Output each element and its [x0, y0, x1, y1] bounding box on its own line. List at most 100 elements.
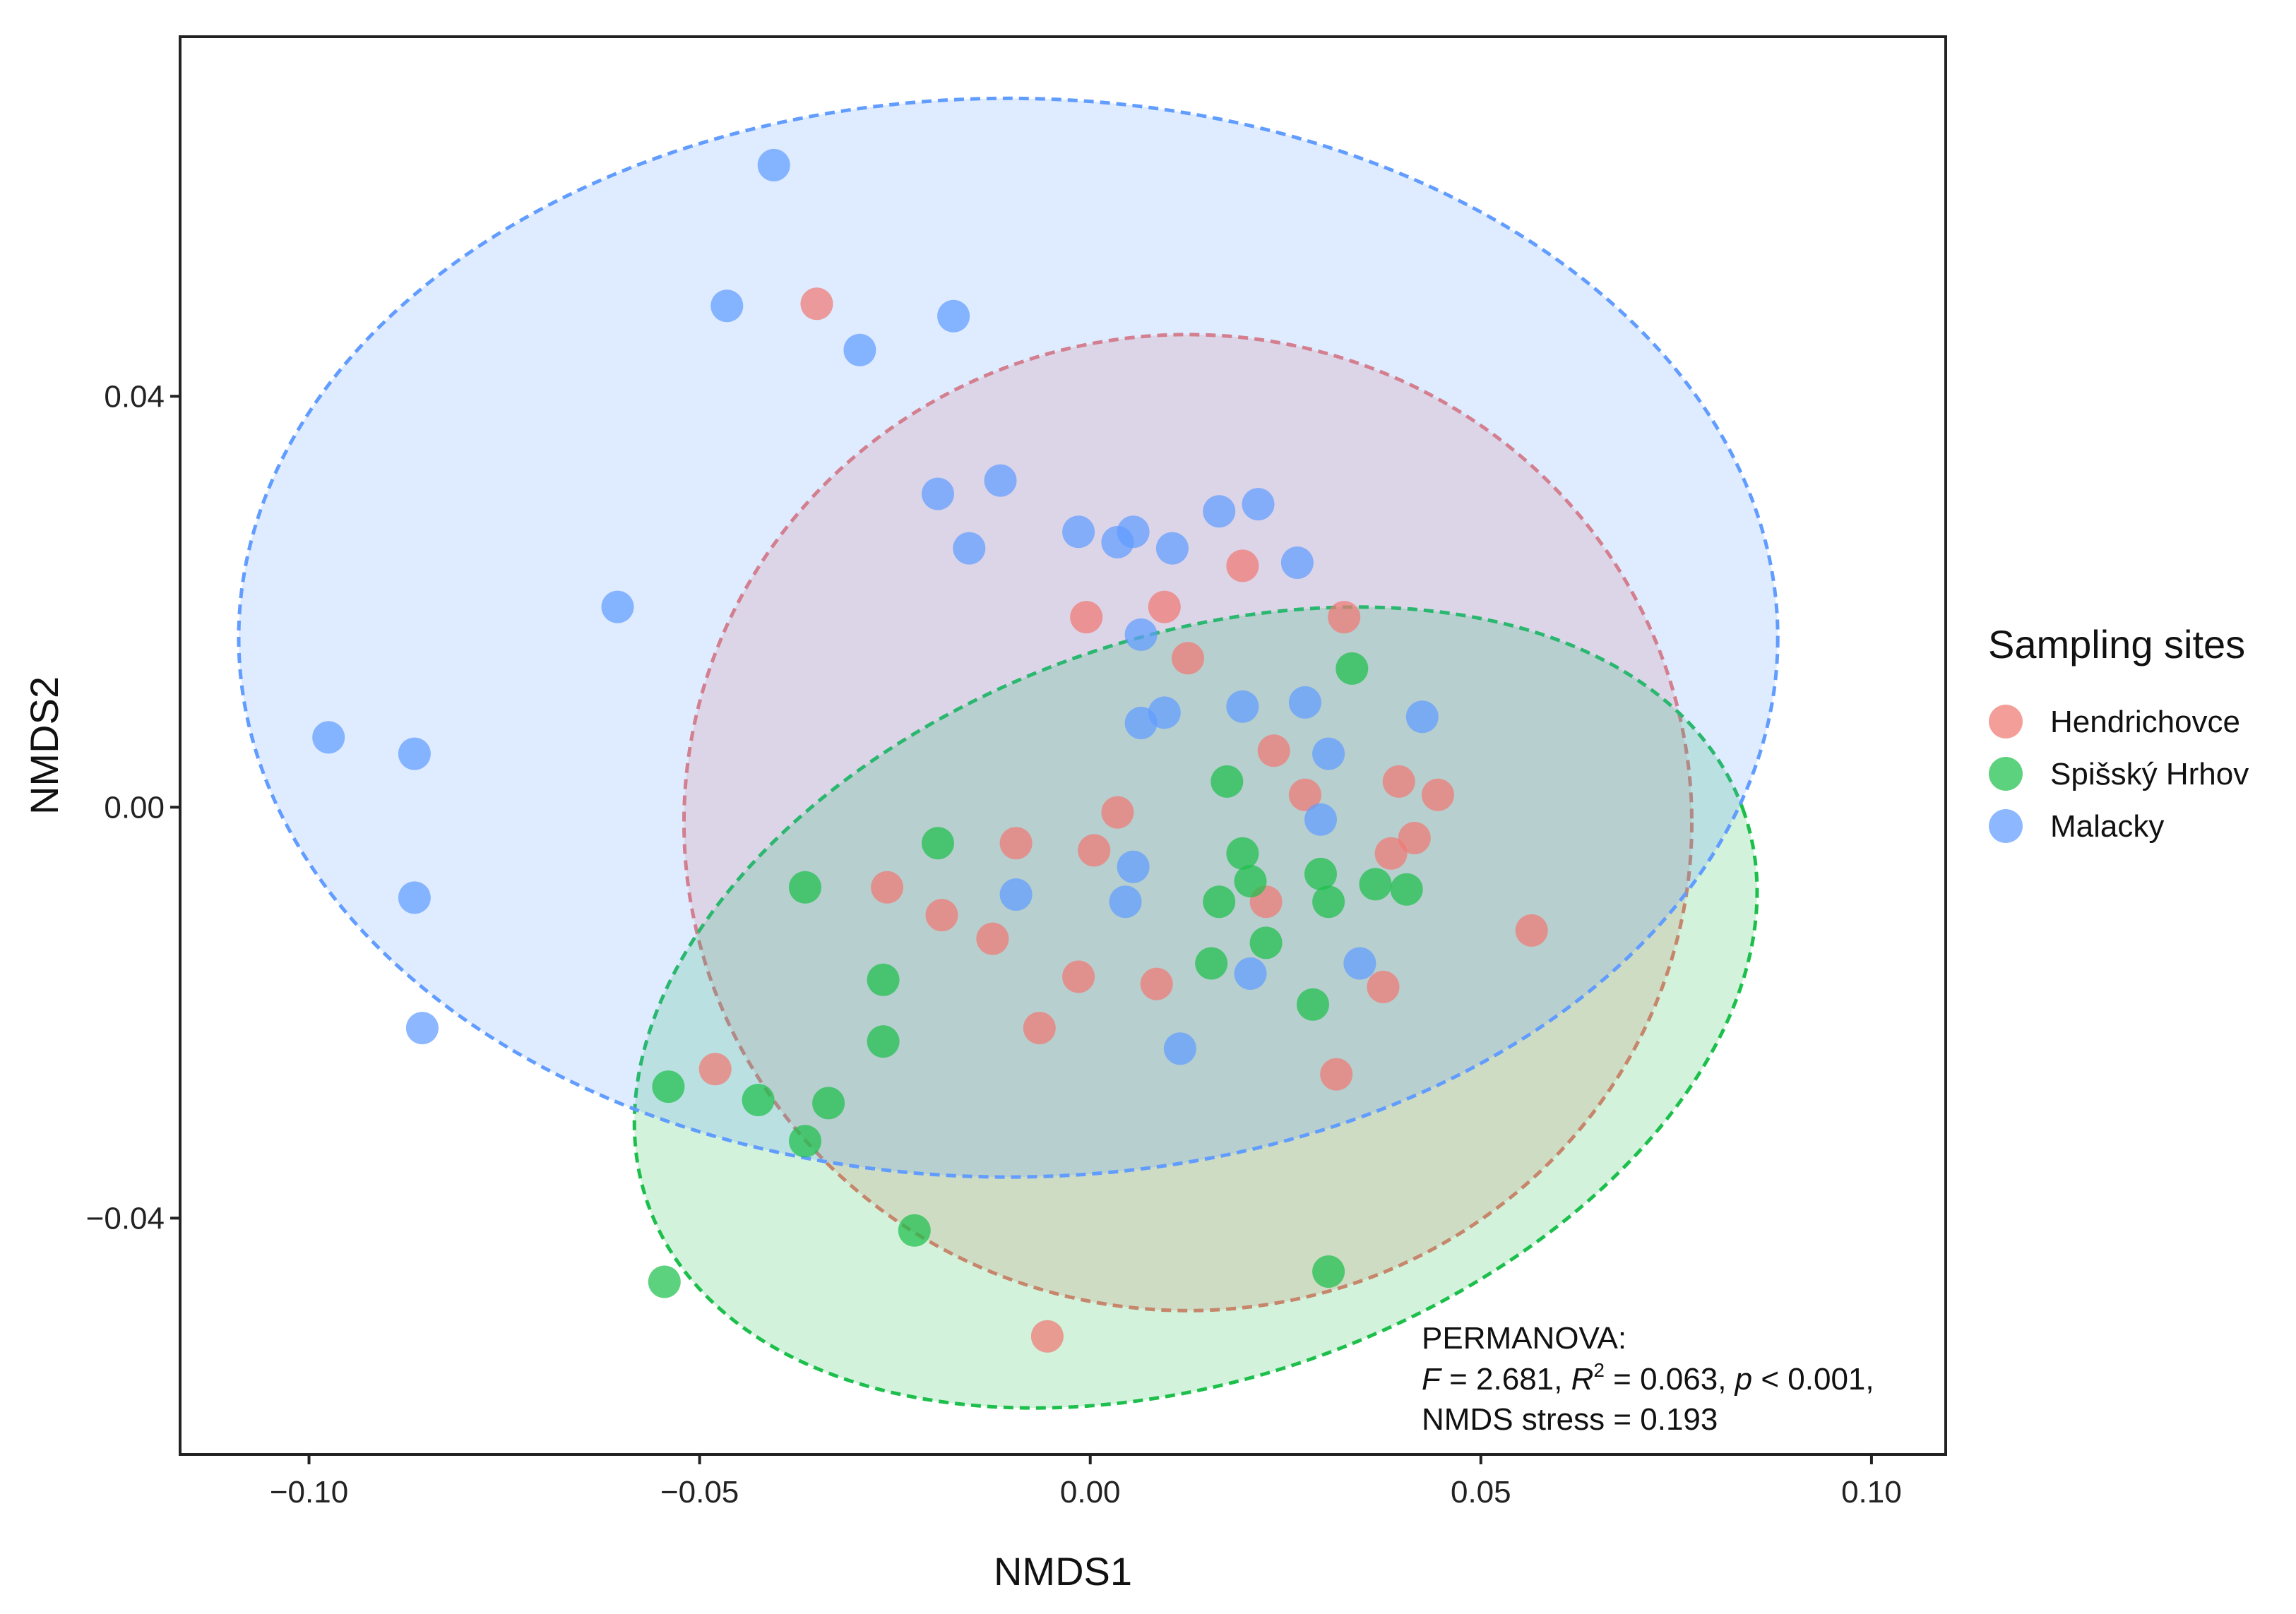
point-hendrichovce-15: [1140, 967, 1173, 1000]
point-malacky-26: [1109, 885, 1142, 919]
point-malacky-21: [1405, 700, 1439, 734]
point-spissky-hrhov-14: [867, 963, 900, 996]
point-hendrichovce-20: [1382, 765, 1415, 798]
annotation-line-2: F = 2.681, R2 = 0.063, p < 0.001,: [1422, 1359, 1874, 1397]
annotation-permanova: PERMANOVA: F = 2.681, R2 = 0.063, p < 0.…: [1422, 1321, 1874, 1437]
point-hendrichovce-8: [1101, 796, 1134, 829]
point-hendrichovce-16: [1023, 1012, 1056, 1045]
point-malacky-2: [710, 289, 744, 323]
point-malacky-22: [1312, 737, 1345, 770]
point-hendrichovce-25: [1320, 1058, 1353, 1091]
point-malacky-12: [1203, 495, 1236, 528]
point-hendrichovce-10: [999, 827, 1033, 860]
point-hendrichovce-9: [1078, 834, 1111, 867]
point-spissky-hrhov-9: [1359, 868, 1392, 901]
point-malacky-20: [1288, 686, 1321, 719]
point-spissky-hrhov-21: [898, 1214, 931, 1247]
point-malacky-13: [1242, 488, 1275, 521]
x-axis-title: NMDS1: [994, 1549, 1132, 1594]
annotation-line-3: NMDS stress = 0.193: [1422, 1402, 1718, 1437]
point-malacky-10: [1117, 515, 1150, 549]
point-hendrichovce-4: [1226, 549, 1259, 582]
point-malacky-1: [757, 148, 790, 181]
legend-label-spissky-hrhov: Spišský Hrhov: [2050, 757, 2249, 791]
legend-label-malacky: Malacky: [2050, 809, 2164, 844]
x-tick-label: −0.10: [270, 1475, 348, 1510]
ellipse-layer: [237, 96, 1780, 1410]
point-spissky-hrhov-23: [648, 1265, 681, 1298]
points-layer: [312, 148, 1548, 1353]
point-spissky-hrhov-8: [1312, 885, 1345, 919]
legend-key-hendrichovce: [1989, 705, 2023, 739]
point-hendrichovce-21: [1422, 778, 1454, 811]
point-hendrichovce-14: [1062, 960, 1095, 993]
r-superscript: 2: [1593, 1359, 1605, 1381]
point-malacky-31: [1234, 957, 1267, 990]
point-spissky-hrhov-4: [789, 871, 821, 904]
y-axis-title: NMDS2: [22, 676, 66, 815]
point-spissky-hrhov-10: [1390, 873, 1423, 906]
point-malacky-5: [922, 477, 954, 510]
point-spissky-hrhov-18: [742, 1084, 775, 1116]
ellipse-spissky-hrhov: [632, 605, 1759, 1410]
point-spissky-hrhov-11: [1203, 885, 1236, 919]
point-malacky-19: [1226, 690, 1259, 723]
x-axis: −0.10 −0.05 0.00 0.05 0.10: [270, 1454, 1902, 1510]
y-tick-label: 0.04: [104, 379, 165, 414]
plot-background: [180, 37, 1946, 1454]
point-hendrichovce-2: [1070, 601, 1103, 634]
point-spissky-hrhov-5: [1226, 837, 1259, 870]
p-value: < 0.001,: [1752, 1362, 1874, 1397]
point-spissky-hrhov-6: [1234, 865, 1267, 898]
point-malacky-11: [1155, 532, 1189, 565]
point-malacky-18: [1124, 707, 1158, 739]
x-tick-label: 0.05: [1451, 1475, 1511, 1510]
legend-title: Sampling sites: [1988, 622, 2245, 666]
point-malacky-16: [601, 590, 634, 623]
f-symbol: F: [1422, 1362, 1442, 1397]
point-hendrichovce-13: [976, 922, 1009, 955]
plot-border: [179, 35, 1947, 1456]
point-malacky-24: [1117, 850, 1150, 883]
point-hendrichovce-23: [1374, 837, 1408, 870]
point-malacky-33: [1163, 1032, 1196, 1065]
legend: Sampling sites Hendrichovce Spišský Hrhov…: [1988, 622, 2249, 844]
point-malacky-30: [405, 1012, 439, 1045]
point-spissky-hrhov-17: [652, 1070, 685, 1104]
r-symbol: R: [1571, 1362, 1594, 1397]
point-hendrichovce-27: [1030, 1320, 1064, 1353]
point-malacky-32: [1343, 947, 1376, 980]
point-malacky-15: [1124, 618, 1158, 651]
point-hendrichovce-3: [1148, 590, 1181, 623]
legend-label-hendrichovce: Hendrichovce: [2050, 705, 2240, 739]
y-axis: −0.04 0.00 0.04: [86, 379, 180, 1236]
point-spissky-hrhov-1: [1336, 652, 1369, 685]
ellipse-malacky: [237, 96, 1780, 1179]
ellipse-hendrichovce: [682, 333, 1694, 1313]
point-spissky-hrhov-13: [1195, 947, 1228, 980]
point-spissky-hrhov-12: [1249, 926, 1283, 960]
point-malacky-7: [953, 532, 986, 565]
x-tick-label: 0.00: [1060, 1475, 1121, 1510]
point-spissky-hrhov-7: [1304, 857, 1337, 890]
x-tick-label: 0.10: [1841, 1475, 1902, 1510]
point-hendrichovce-22: [1398, 822, 1431, 854]
point-hendrichovce-24: [1367, 970, 1400, 1003]
point-malacky-27: [312, 721, 345, 754]
legend-key-malacky: [1989, 809, 2023, 843]
point-hendrichovce-7: [1257, 734, 1290, 767]
p-symbol: p: [1734, 1362, 1752, 1397]
point-malacky-23: [1304, 803, 1337, 836]
point-malacky-3: [937, 299, 970, 333]
point-malacky-28: [398, 737, 431, 770]
point-spissky-hrhov-3: [922, 827, 954, 860]
x-tick-label: −0.05: [660, 1475, 739, 1510]
point-spissky-hrhov-22: [1312, 1255, 1345, 1288]
point-malacky-6: [984, 464, 1017, 497]
point-hendrichovce-19: [1288, 778, 1321, 811]
point-hendrichovce-5: [1328, 601, 1361, 634]
point-hendrichovce-26: [1515, 914, 1548, 947]
point-hendrichovce-1: [800, 287, 833, 321]
point-malacky-8: [1062, 515, 1095, 549]
